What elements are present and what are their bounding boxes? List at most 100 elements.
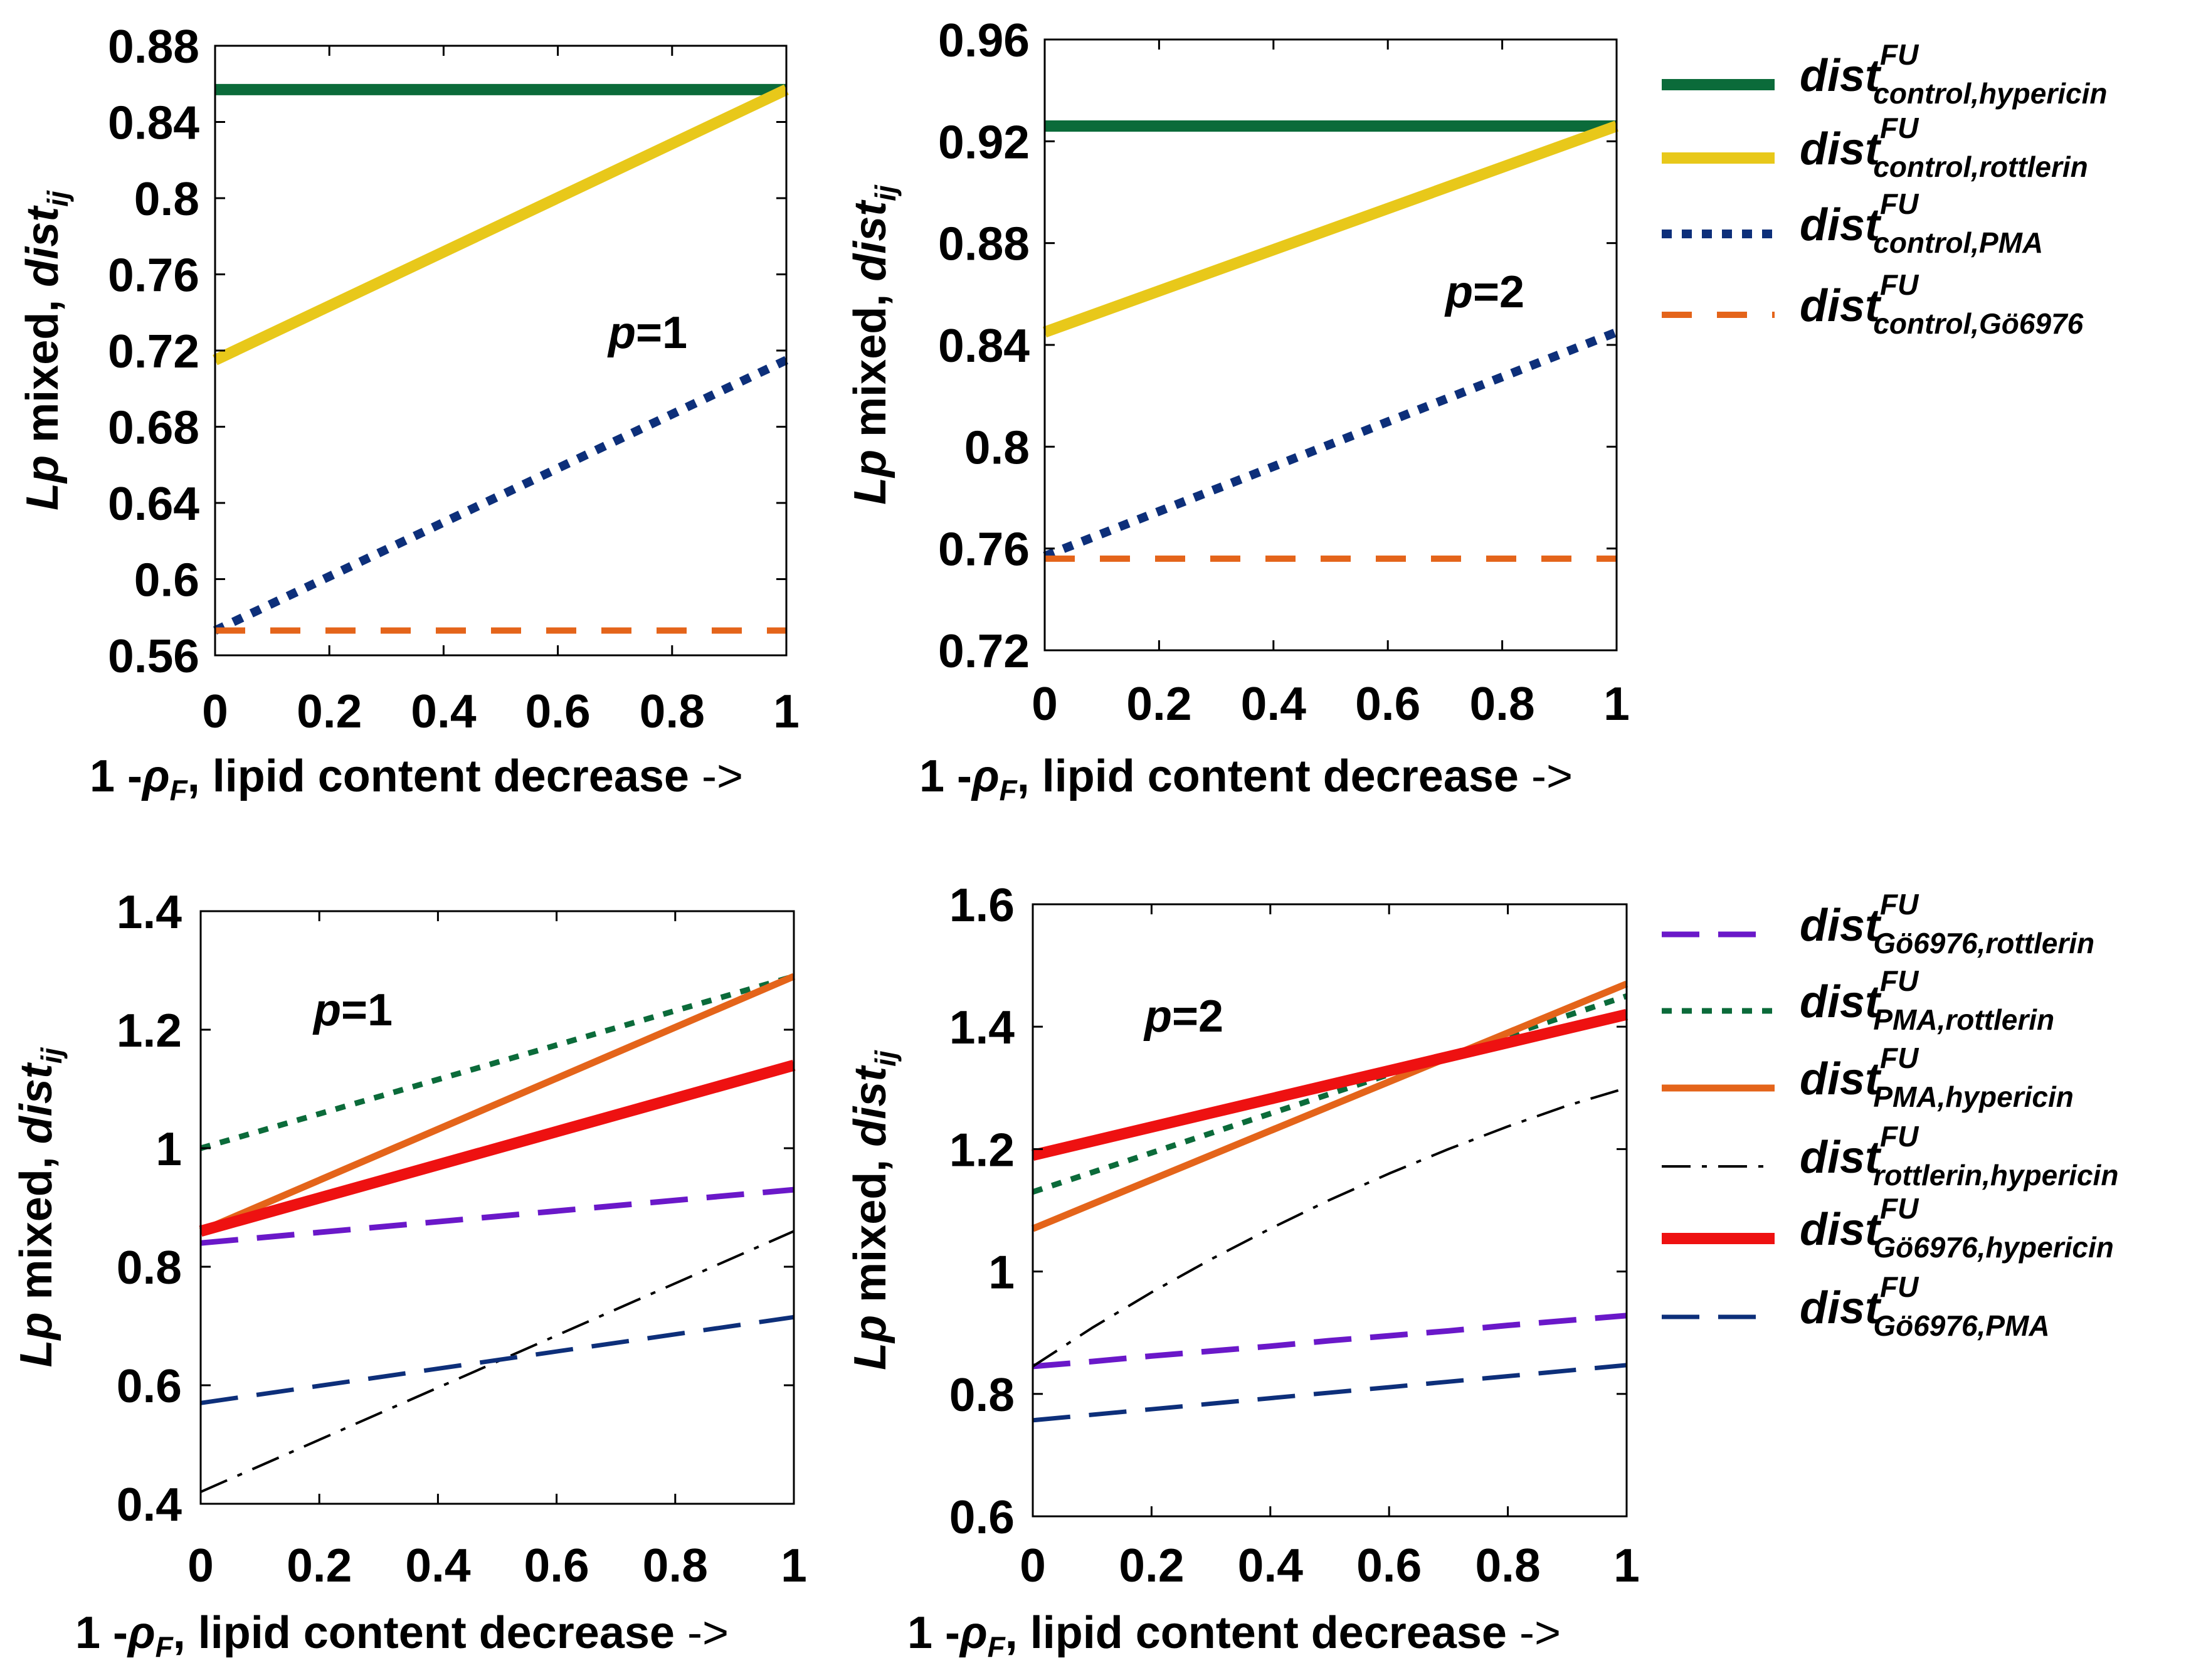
y-axis-label: Lp mixed, distij bbox=[18, 190, 74, 510]
x-tick-label: 0.4 bbox=[1241, 677, 1307, 730]
y-tick-label: 0.72 bbox=[108, 325, 199, 378]
plot-frame bbox=[1032, 903, 1628, 1518]
y-tick-label: 0.88 bbox=[108, 20, 199, 73]
x-tick-label: 0.8 bbox=[643, 1539, 708, 1592]
y-axis-label: Lp mixed, distij bbox=[845, 184, 902, 505]
panel-annotation: p=2 bbox=[1143, 991, 1223, 1042]
panel-annotation: p=1 bbox=[607, 308, 687, 358]
panel-annotation: p=2 bbox=[1444, 267, 1524, 317]
x-tick-label: 0 bbox=[187, 1539, 214, 1592]
y-tick-label: 0.8 bbox=[949, 1368, 1015, 1421]
x-tick-label: 0.2 bbox=[1119, 1539, 1184, 1592]
legend-label: distFU rottlerin,hypericin bbox=[1800, 1120, 2118, 1191]
x-tick-label: 1 bbox=[773, 685, 800, 737]
legend-label: distFU control,PMA bbox=[1800, 188, 2043, 259]
series-line-g-6976-pma bbox=[1032, 1363, 1627, 1423]
series-line-g-6976-hypericin bbox=[1031, 1008, 1629, 1161]
y-tick-label: 0.8 bbox=[117, 1241, 182, 1294]
legend-entry: distFU control,Gö6976 bbox=[1662, 268, 2084, 340]
series-line-g-6976-rottlerin bbox=[1032, 1313, 1627, 1370]
series-line-g-6976-hypericin bbox=[199, 1060, 796, 1237]
x-tick-label: 0.4 bbox=[405, 1539, 471, 1592]
legend-label: distFU control,hypericin bbox=[1800, 38, 2108, 110]
y-tick-label: 0.84 bbox=[108, 97, 199, 149]
x-tick-label: 0.8 bbox=[640, 685, 705, 737]
legend-entry: distFU Gö6976,PMA bbox=[1662, 1271, 2050, 1342]
chart-panel-top-right: 0 0.2 0.4 0.6 0.8 1 0.72 0.76 0.8 0.84 0.88 0.92 0.9… bbox=[845, 14, 1630, 806]
y-tick-label: 1 bbox=[156, 1123, 182, 1175]
panel-annotation: p=1 bbox=[312, 985, 393, 1035]
y-tick-label: 1.4 bbox=[117, 885, 182, 938]
x-tick-label: 0 bbox=[202, 685, 228, 737]
y-tick-label: 0.96 bbox=[938, 14, 1030, 66]
legend-entry: distFU control,PMA bbox=[1662, 188, 2043, 259]
legend-entry: distFU control,hypericin bbox=[1662, 38, 2108, 110]
y-tick-label: 0.4 bbox=[117, 1478, 182, 1531]
legend-entry: distFU Gö6976,hypericin bbox=[1662, 1192, 2114, 1264]
chart-panel-bottom-right: 0 0.2 0.4 0.6 0.8 1 0.6 0.8 1 1.2 1.4 1.6 1 -ρF, lip… bbox=[845, 879, 1640, 1663]
legend-label: distFU control,Gö6976 bbox=[1800, 268, 2084, 340]
x-tick-label: 0 bbox=[1032, 677, 1058, 730]
y-tick-label: 0.76 bbox=[108, 249, 199, 302]
series-line-rottlerin-hypericin bbox=[1032, 1086, 1627, 1368]
series-line-g-6976-pma bbox=[200, 1314, 794, 1405]
x-tick-label: 0.2 bbox=[287, 1539, 352, 1592]
y-tick-label: 0.72 bbox=[938, 625, 1030, 677]
y-axis-label: Lp mixed, distij bbox=[845, 1050, 902, 1370]
series-line-pma-hypericin bbox=[199, 973, 796, 1235]
x-tick-label: 0.6 bbox=[525, 685, 590, 737]
x-tick-label: 0 bbox=[1020, 1539, 1046, 1592]
x-tick-label: 0.8 bbox=[1469, 677, 1534, 730]
y-axis-label: Lp mixed, distij bbox=[11, 1047, 68, 1367]
y-tick-label: 1.6 bbox=[949, 879, 1015, 931]
x-tick-label: 0.2 bbox=[297, 685, 362, 737]
plot-frame bbox=[199, 910, 795, 1505]
y-tick-label: 0.68 bbox=[108, 401, 199, 454]
series-line-pma-rottlerin bbox=[1032, 993, 1628, 1195]
legend-entry: distFU control,rottlerin bbox=[1662, 112, 2088, 183]
y-tick-label: 1.2 bbox=[949, 1123, 1015, 1176]
y-tick-label: 0.84 bbox=[938, 319, 1030, 372]
y-tick-label: 0.8 bbox=[964, 421, 1030, 473]
chart-panel-top-left: 0 0.2 0.4 0.6 0.8 1 0.56 0.6 0.64 0.68 0.72 0.76 0.8… bbox=[18, 20, 800, 806]
legend-entry: distFU PMA,rottlerin bbox=[1662, 964, 2054, 1036]
legend-label: distFU Gö6976,rottlerin bbox=[1800, 888, 2094, 959]
x-tick-label: 0.8 bbox=[1475, 1539, 1540, 1592]
legend-label: distFU PMA,hypericin bbox=[1800, 1042, 2074, 1113]
legend-label: distFU Gö6976,hypericin bbox=[1800, 1192, 2114, 1264]
legend-label: distFU control,rottlerin bbox=[1800, 112, 2088, 183]
legend-entry: distFU rottlerin,hypericin bbox=[1662, 1120, 2118, 1191]
x-tick-label: 1 bbox=[781, 1539, 807, 1592]
x-tick-label: 0.2 bbox=[1126, 677, 1191, 730]
x-tick-label: 1 bbox=[1613, 1539, 1640, 1592]
legend-label: distFU Gö6976,PMA bbox=[1800, 1271, 2050, 1342]
y-tick-label: 0.6 bbox=[117, 1360, 182, 1412]
y-tick-label: 0.8 bbox=[134, 172, 199, 225]
x-axis-label: 1 -ρF, lipid content decrease -> bbox=[919, 751, 1573, 806]
y-tick-label: 0.6 bbox=[134, 554, 199, 606]
x-tick-label: 0.6 bbox=[1355, 677, 1420, 730]
series-line-pma-rottlerin bbox=[199, 973, 795, 1151]
series-line-g-6976-rottlerin bbox=[200, 1186, 794, 1246]
y-tick-label: 1.2 bbox=[117, 1004, 182, 1057]
x-axis-label: 1 -ρF, lipid content decrease -> bbox=[907, 1608, 1561, 1663]
x-tick-label: 0.6 bbox=[524, 1539, 589, 1592]
x-tick-label: 0.6 bbox=[1356, 1539, 1422, 1592]
series-line-control-rottlerin bbox=[1042, 120, 1619, 338]
x-tick-label: 0.4 bbox=[1238, 1539, 1304, 1592]
series-line-control-rottlerin bbox=[213, 84, 789, 366]
legend-entry: distFU Gö6976,rottlerin bbox=[1662, 888, 2094, 959]
series-line-pma-hypericin bbox=[1031, 980, 1629, 1232]
y-tick-label: 0.88 bbox=[938, 218, 1030, 270]
series-line-control-pma bbox=[213, 356, 788, 635]
y-tick-label: 0.76 bbox=[938, 523, 1030, 576]
legend-label: distFU PMA,rottlerin bbox=[1800, 964, 2054, 1036]
y-tick-label: 0.92 bbox=[938, 115, 1030, 168]
y-tick-label: 1.4 bbox=[949, 1001, 1015, 1054]
chart-panel-bottom-left: 0 0.2 0.4 0.6 0.8 1 0.4 0.6 0.8 1 1.2 1.4 1 -ρF, lip… bbox=[11, 885, 807, 1663]
y-tick-label: 0.56 bbox=[108, 630, 199, 682]
y-tick-label: 0.6 bbox=[949, 1491, 1015, 1543]
